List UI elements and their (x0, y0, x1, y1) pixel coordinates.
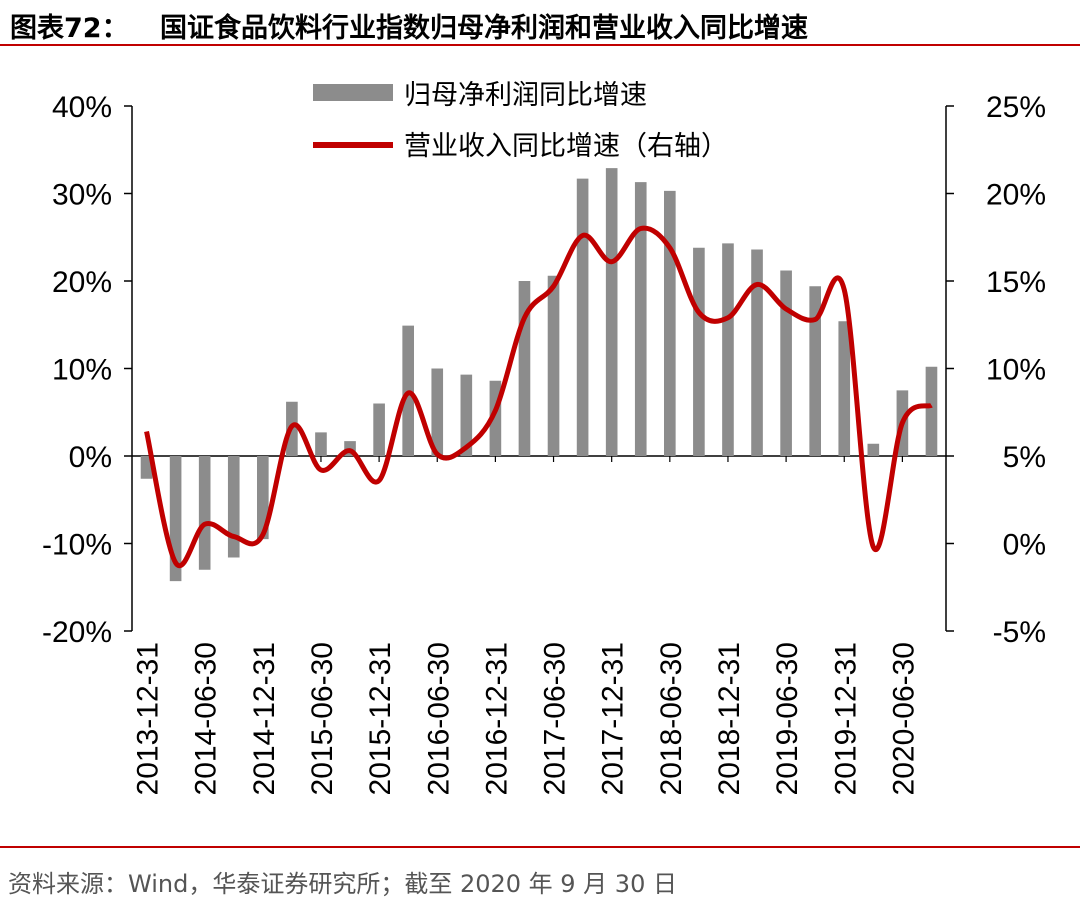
x-tick-label: 2014-06-30 (190, 642, 223, 795)
bar-profit-growth (257, 456, 269, 540)
left-tick-label: -20% (42, 616, 112, 649)
x-tick-label: 2017-12-31 (597, 642, 630, 795)
legend-swatch-bar (313, 84, 393, 101)
right-tick-label: 20% (986, 179, 1046, 212)
x-tick-label: 2018-06-30 (655, 642, 688, 795)
legend-label-bar: 归母净利润同比增速 (404, 80, 647, 111)
bar-profit-growth (634, 182, 647, 456)
x-tick-label: 2017-06-30 (539, 642, 572, 795)
bar-profit-growth (664, 190, 676, 456)
bar-profit-growth (576, 178, 589, 456)
right-tick-label: -5% (993, 616, 1046, 649)
footer-rule (0, 846, 1080, 848)
bar-profit-growth (431, 368, 444, 456)
bar-profit-growth (518, 281, 531, 456)
x-tick-label: 2014-12-31 (248, 642, 281, 795)
left-tick-label: 20% (52, 266, 112, 299)
x-tick-label: 2016-06-30 (422, 642, 455, 795)
legend: 归母净利润同比增速 营业收入同比增速（右轴） (313, 80, 728, 162)
x-tick-label: 2020-06-30 (887, 642, 920, 795)
right-tick-label: 0% (1003, 529, 1046, 562)
bar-profit-growth (169, 456, 182, 582)
x-tick-label: 2019-06-30 (771, 642, 804, 795)
bar-profit-growth (780, 270, 792, 456)
right-tick-label: 5% (1003, 441, 1046, 474)
x-tick-label: 2015-12-31 (364, 642, 397, 795)
bar-profit-growth (547, 275, 560, 456)
bar-profit-growth (315, 432, 327, 456)
bar-profit-growth (227, 456, 240, 558)
right-tick-label: 25% (986, 91, 1046, 124)
right-tick-label: 10% (986, 354, 1046, 387)
left-tick-label: -10% (42, 529, 112, 562)
left-tick-label: 10% (52, 354, 112, 387)
chart-title: 国证食品饮料行业指数归母净利润和营业收入同比增速 (160, 13, 808, 44)
bar-profit-growth (751, 249, 763, 456)
bar-profit-growth (809, 286, 821, 456)
bar-profit-growth (925, 366, 938, 456)
source-note: 资料来源：Wind，华泰证券研究所；截至 2020 年 9 月 30 日 (8, 870, 677, 898)
line-revenue-growth (144, 225, 933, 569)
x-tick-label: 2015-06-30 (306, 642, 339, 795)
bar-profit-growth (693, 247, 705, 456)
bar-profit-growth (838, 321, 851, 456)
title-rule (0, 44, 1080, 46)
bar-profit-growth (489, 380, 502, 456)
left-tick-label: 40% (52, 91, 112, 124)
bar-profit-growth (722, 243, 734, 456)
bars-layer (140, 168, 938, 582)
figure-number: 图表72： (10, 13, 129, 44)
legend-label-line: 营业收入同比增速（右轴） (404, 131, 728, 162)
left-tick-label: 0% (69, 441, 112, 474)
bar-profit-growth (373, 403, 385, 456)
x-tick-label: 2018-12-31 (713, 642, 746, 795)
x-tick-label: 2013-12-31 (132, 642, 165, 795)
bar-profit-growth (140, 456, 153, 479)
bar-profit-growth (198, 456, 211, 570)
title-row: 图表72： 国证食品饮料行业指数归母净利润和营业收入同比增速 (0, 0, 1080, 44)
right-tick-label: 15% (986, 266, 1046, 299)
bar-profit-growth (460, 374, 473, 456)
line-layer (144, 225, 933, 569)
bar-profit-growth (867, 443, 880, 456)
x-tick-label: 2019-12-31 (829, 642, 862, 795)
bar-profit-growth (605, 168, 618, 456)
left-tick-label: 30% (52, 179, 112, 212)
x-tick-label: 2016-12-31 (480, 642, 513, 795)
